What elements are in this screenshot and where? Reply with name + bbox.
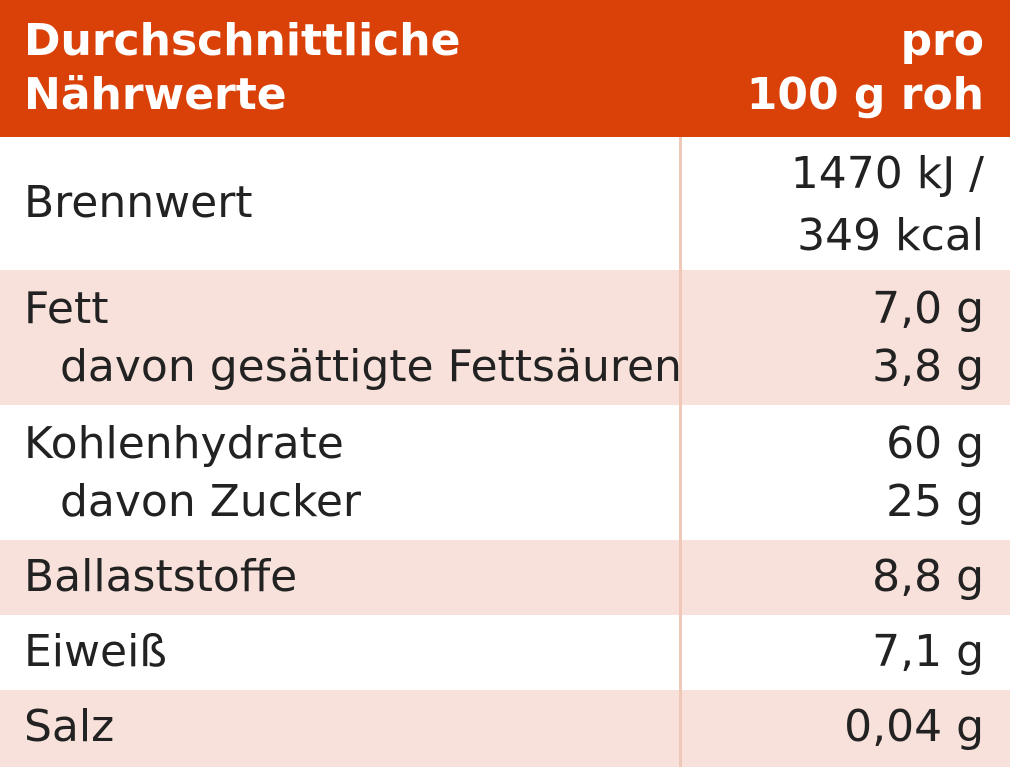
row-value: 7,0 g 3,8 g [684, 280, 984, 396]
row-label-main: Fett [24, 283, 109, 334]
table-row-fett: Fett davon gesättigte Fettsäuren 7,0 g 3… [0, 270, 1010, 405]
row-label-sub: davon Zucker [60, 476, 362, 527]
row-value-line2: 349 kcal [797, 210, 984, 261]
table-row-ballaststoffe: Ballaststoffe 8,8 g [0, 540, 1010, 615]
row-value-line1: 1470 kJ / [790, 148, 984, 199]
row-value-sub: 3,8 g [872, 341, 984, 392]
row-label: Kohlenhydrate davon Zucker [24, 415, 674, 531]
table-row-brennwert: Brennwert 1470 kJ / 349 kcal [0, 137, 1010, 270]
header-label: Durchschnittliche Nährwerte [24, 14, 664, 122]
table-row-kohlenhydrate: Kohlenhydrate davon Zucker 60 g 25 g [0, 405, 1010, 540]
column-divider [679, 137, 682, 767]
row-value-sub: 25 g [886, 476, 984, 527]
row-value: 0,04 g [844, 701, 984, 752]
row-label: Salz [24, 701, 115, 752]
row-label: Ballaststoffe [24, 551, 298, 602]
row-label: Brennwert [24, 177, 253, 228]
table-row-eiweiss: Eiweiß 7,1 g [0, 615, 1010, 690]
row-label-main: Kohlenhydrate [24, 418, 344, 469]
row-label-sub: davon gesättigte Fettsäuren [60, 341, 682, 392]
table-row-salz: Salz 0,04 g [0, 690, 1010, 767]
header-unit: pro 100 g roh [664, 14, 984, 122]
header-label-line2: Nährwerte [24, 69, 287, 120]
header-label-line1: Durchschnittliche [24, 15, 461, 66]
row-label: Eiweiß [24, 626, 168, 677]
row-value: 1470 kJ / 349 kcal [684, 145, 984, 265]
row-label: Fett davon gesättigte Fettsäuren [24, 280, 682, 396]
row-value-main: 7,0 g [872, 283, 984, 334]
header-unit-line2: 100 g roh [746, 69, 984, 120]
row-value-main: 60 g [886, 418, 984, 469]
header-unit-line1: pro [900, 15, 984, 66]
row-value: 60 g 25 g [684, 415, 984, 531]
row-value: 8,8 g [872, 551, 984, 602]
table-header: Durchschnittliche Nährwerte pro 100 g ro… [0, 0, 1010, 137]
row-value: 7,1 g [872, 626, 984, 677]
